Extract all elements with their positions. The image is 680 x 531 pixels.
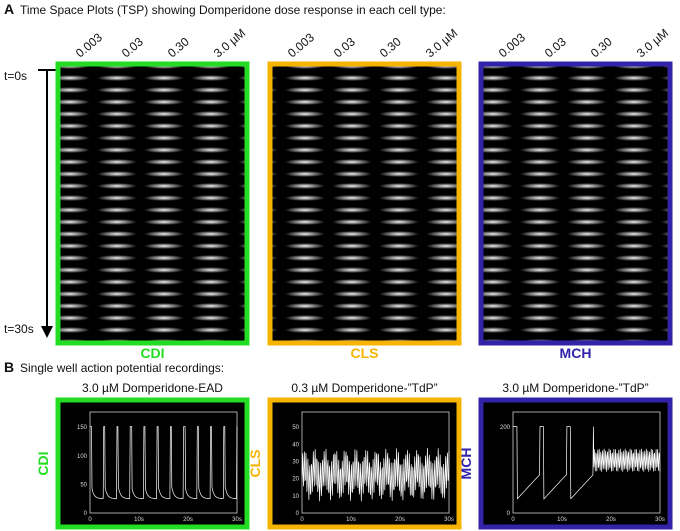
- panel-label: B: [4, 359, 14, 375]
- y-tick-label: 150: [77, 425, 88, 431]
- trace: [513, 426, 661, 500]
- dose-label: 0.003: [285, 30, 317, 60]
- y-tick-label: 0: [84, 511, 88, 517]
- dose-label: 0.003: [496, 30, 528, 60]
- y-tick-label: 50: [80, 482, 87, 488]
- dose-label: 0.30: [588, 34, 615, 60]
- time-end: t=30s: [4, 322, 34, 336]
- cell-type: CDI: [140, 345, 164, 361]
- cell-type: CLS: [351, 345, 379, 361]
- arrow-head: [41, 326, 53, 338]
- y-tick-label: 10: [292, 494, 299, 500]
- x-tick-label: 30s: [655, 517, 665, 523]
- y-tick-label: 50: [292, 425, 299, 431]
- y-tick-label: 30: [292, 459, 299, 465]
- time-start: t=0s: [4, 69, 27, 83]
- x-tick-label: 0: [511, 517, 515, 523]
- y-tick-label: 40: [292, 442, 299, 448]
- panel-label: A: [4, 1, 14, 17]
- tsp-frame: [267, 61, 462, 346]
- tsp-image: [481, 64, 670, 343]
- side-label: CLS: [247, 450, 263, 478]
- dose-label: 0.03: [542, 34, 569, 60]
- dose-label: 0.03: [331, 34, 358, 60]
- y-tick-label: 0: [507, 511, 511, 517]
- dose-label: 0.30: [165, 34, 192, 60]
- dose-label: 3.0 µM: [634, 26, 671, 60]
- x-tick-label: 30s: [232, 517, 242, 523]
- dose-label: 3.0 µM: [423, 26, 460, 60]
- y-tick-label: 100: [77, 454, 88, 460]
- dose-label: 0.03: [119, 34, 146, 60]
- tsp-image: [58, 64, 247, 343]
- recording-bg: [55, 397, 250, 530]
- tsp-frame: [55, 61, 250, 346]
- side-label: MCH: [458, 448, 474, 480]
- x-tick-label: 10s: [557, 517, 567, 523]
- panel-title: Single well action potential recordings:: [20, 361, 224, 375]
- recording-title: 3.0 µM Domperidone-EAD: [82, 381, 223, 395]
- trace: [301, 447, 450, 502]
- x-tick-label: 20s: [183, 517, 193, 523]
- recording-title: 0.3 µM Domperidone-”TdP”: [291, 381, 437, 395]
- tsp-image: [270, 64, 459, 343]
- side-label: CDI: [35, 451, 51, 475]
- y-tick-label: 200: [500, 425, 511, 431]
- x-tick-label: 20s: [606, 517, 616, 523]
- x-tick-label: 10s: [134, 517, 144, 523]
- tsp-frame: [478, 61, 673, 346]
- y-tick-label: 20: [292, 477, 299, 483]
- y-tick-label: 0: [296, 511, 300, 517]
- x-tick-label: 20s: [395, 517, 405, 523]
- panel-title: Time Space Plots (TSP) showing Domperido…: [20, 3, 446, 17]
- x-tick-label: 30s: [444, 517, 454, 523]
- cell-type: MCH: [560, 345, 592, 361]
- x-tick-label: 10s: [346, 517, 356, 523]
- x-tick-label: 0: [88, 517, 92, 523]
- trace: [90, 426, 238, 499]
- recording-title: 3.0 µM Domperidone-”TdP”: [502, 381, 648, 395]
- dose-label: 0.003: [73, 30, 105, 60]
- x-tick-label: 0: [300, 517, 304, 523]
- dose-label: 0.30: [377, 34, 404, 60]
- dose-label: 3.0 µM: [211, 26, 248, 60]
